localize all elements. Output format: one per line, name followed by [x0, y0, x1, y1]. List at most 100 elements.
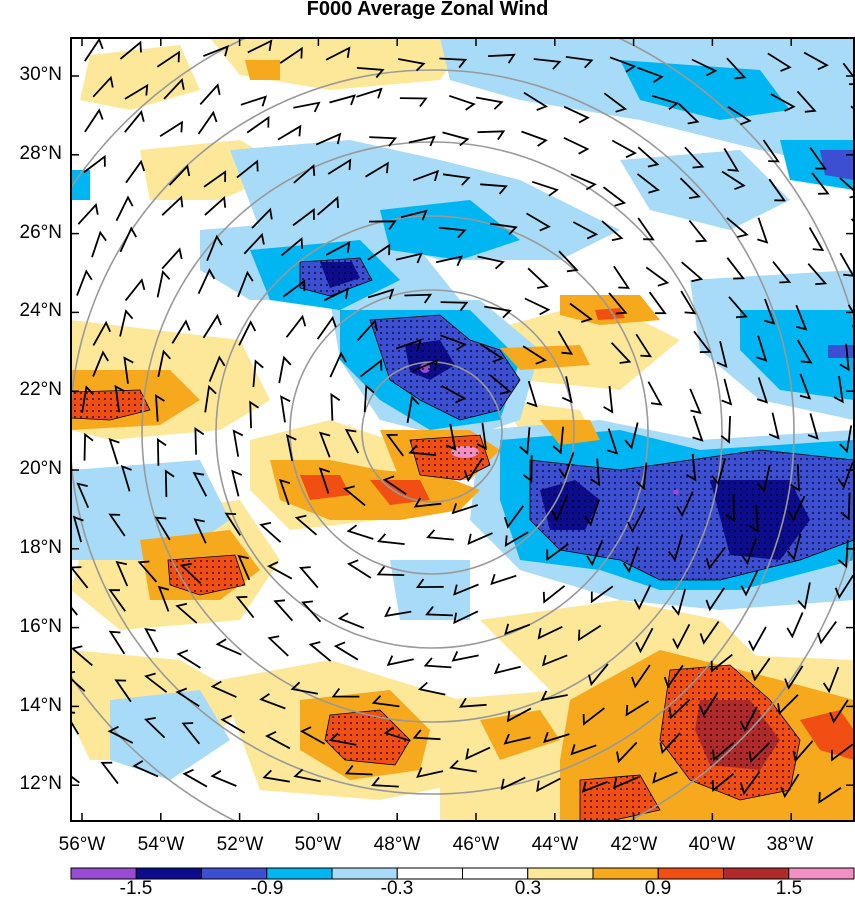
wind-barb	[721, 170, 746, 191]
wind-barb	[710, 653, 733, 673]
wind-barb	[215, 638, 242, 656]
wind-barb	[415, 578, 444, 589]
y-tick-label: 12°N	[19, 773, 62, 794]
wind-barb	[795, 304, 808, 331]
wind-barb	[711, 458, 727, 486]
wind-barb	[504, 623, 531, 636]
wind-barb	[572, 221, 599, 240]
wind-barb	[182, 768, 208, 788]
wind-barb	[293, 163, 316, 184]
wind-barb	[712, 742, 735, 762]
wind-barb	[817, 620, 837, 645]
wind-barb	[523, 91, 548, 111]
wind-barb	[119, 40, 142, 60]
wind-barb	[767, 52, 792, 72]
wind-barb	[76, 482, 90, 509]
wind-barb	[292, 208, 315, 227]
wind-barb	[202, 313, 222, 339]
map-frame	[70, 37, 855, 822]
wind-barb	[727, 105, 752, 126]
wind-barb	[249, 400, 260, 429]
wind-barb	[831, 743, 854, 762]
wind-barb	[327, 158, 352, 175]
wind-barb	[489, 374, 512, 395]
y-tick-label: 22°N	[19, 379, 62, 400]
wind-barb	[541, 654, 568, 667]
wind-barb	[532, 180, 559, 197]
wind-barb	[323, 287, 349, 302]
wind-barb	[318, 431, 331, 458]
wind-barb	[790, 464, 800, 492]
wind-barb	[705, 546, 726, 570]
wind-barb	[262, 769, 290, 783]
wind-barb	[689, 388, 702, 415]
wind-barb	[181, 722, 201, 745]
wind-barb	[607, 428, 619, 455]
wind-barb	[325, 241, 351, 256]
wind-barb	[637, 146, 660, 168]
wind-barb	[692, 415, 704, 442]
wind-barb	[423, 657, 452, 669]
wind-barb	[678, 103, 700, 125]
wind-barb	[636, 173, 660, 194]
wind-barb	[490, 222, 518, 236]
wind-barb	[829, 699, 849, 724]
wind-barb	[500, 776, 526, 791]
wind-barb	[265, 730, 291, 750]
wind-barb	[108, 630, 126, 655]
wind-barb	[252, 359, 264, 388]
wind-barb	[77, 202, 99, 225]
wind-barb	[546, 543, 569, 562]
wind-barb	[232, 429, 244, 457]
axis-ticks	[71, 38, 854, 821]
wind-barb	[92, 75, 114, 98]
wind-barb	[648, 291, 667, 315]
wind-barb	[115, 560, 129, 587]
wind-barb	[278, 478, 291, 506]
wind-barb	[522, 454, 533, 483]
wind-barb	[610, 342, 632, 364]
colorbar-label: -1.5	[119, 878, 153, 899]
wind-barb	[463, 457, 484, 483]
wind-barb	[542, 585, 566, 604]
wind-barb	[740, 771, 761, 796]
wind-barb	[369, 136, 398, 147]
wind-barb	[565, 56, 594, 69]
colorbar-label: -0.9	[250, 878, 284, 899]
wind-barb	[808, 227, 825, 252]
wind-barb	[577, 624, 602, 642]
wind-barb	[756, 335, 768, 362]
wind-barb	[301, 600, 322, 623]
wind-barb	[586, 540, 604, 567]
wind-barb	[536, 777, 561, 793]
wind-barb	[493, 663, 521, 675]
wind-barb	[290, 681, 319, 695]
y-tick-label: 24°N	[19, 300, 62, 321]
wind-barb	[441, 385, 467, 404]
wind-barb	[558, 250, 579, 273]
wind-barb	[240, 95, 268, 107]
wind-barb	[203, 170, 227, 188]
wind-barb	[279, 46, 303, 64]
wind-barb	[797, 582, 811, 610]
wind-barb	[400, 209, 428, 221]
wind-barb	[370, 776, 399, 788]
x-tick-label: 54°W	[137, 834, 185, 855]
wind-barb	[631, 664, 651, 689]
wind-barb	[359, 358, 383, 378]
wind-barb	[608, 292, 628, 315]
wind-barb	[772, 261, 792, 284]
wind-barb	[780, 773, 800, 799]
wind-barb	[833, 375, 844, 404]
wind-barb	[603, 92, 628, 113]
wind-barb	[613, 265, 631, 289]
wind-barb	[192, 472, 208, 497]
wind-barb	[569, 302, 593, 323]
wind-barb	[203, 45, 229, 57]
wind-barb	[316, 315, 337, 340]
wind-barb	[84, 108, 104, 133]
wind-barb	[637, 66, 664, 84]
wind-barb	[652, 771, 678, 784]
x-tick-label: 42°W	[610, 834, 658, 855]
